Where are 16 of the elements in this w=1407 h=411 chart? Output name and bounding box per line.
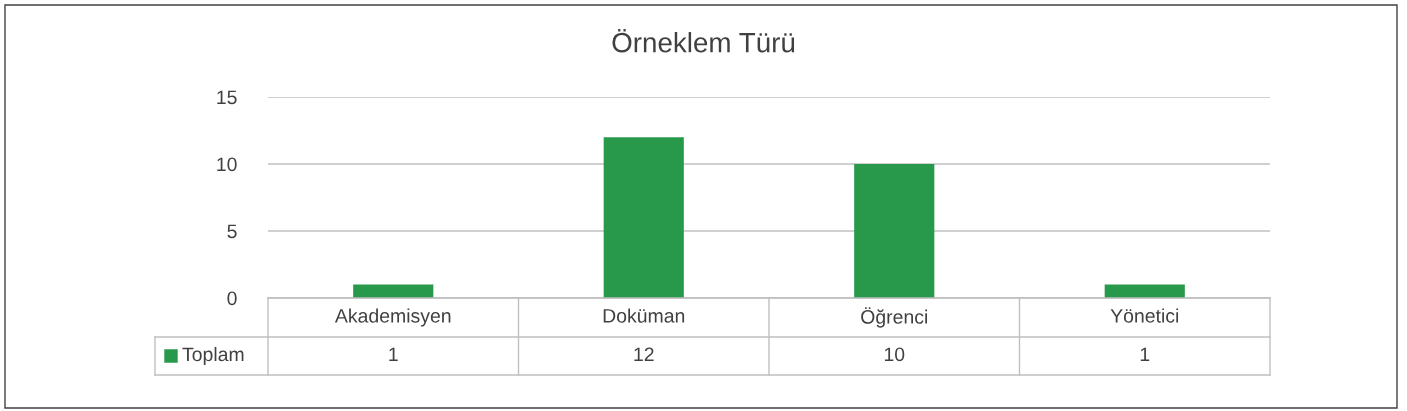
chart-title: Örneklem Türü [612,28,795,53]
x-tick-label: Öğrenci [861,307,927,328]
x-tick-label: Doküman [603,308,685,323]
data-label: 1 [1140,347,1150,362]
data-label: 1 [389,347,398,362]
x-tick-label: Yönetici [1110,308,1179,323]
y-tick-label: 0 [227,291,237,306]
data-label: 10 [884,347,905,362]
bar [854,164,935,298]
y-tick-label: 5 [227,224,237,239]
y-tick-label: 10 [217,157,237,172]
y-tick-label: 15 [217,90,237,105]
data-label: 12 [634,347,654,362]
legend-label: Toplam [182,346,244,366]
x-tick-label: Akademisyen [334,308,451,327]
bar [603,137,684,298]
